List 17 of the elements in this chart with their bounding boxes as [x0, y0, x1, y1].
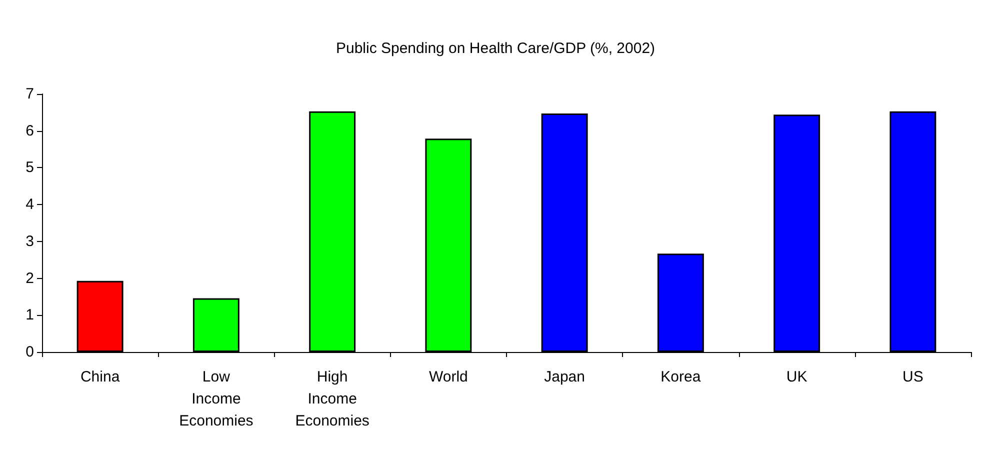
x-tick-label: World [428, 368, 468, 386]
x-tick-label: UK [786, 368, 808, 386]
y-tick-label: 1 [26, 306, 34, 324]
x-tick-label: Japan [544, 368, 585, 386]
y-tick-label: 0 [26, 344, 34, 360]
x-tick-label: China [80, 368, 120, 386]
y-tick-label: 4 [26, 196, 34, 214]
x-tick-label: Korea [660, 368, 702, 386]
y-tick-label: 3 [26, 232, 34, 250]
y-tick-label: 2 [26, 270, 34, 287]
x-tick-label: US [902, 368, 924, 386]
chart-title: Public Spending on Health Care/GDP (%, 2002) [336, 40, 656, 57]
y-tick-label: 6 [26, 122, 34, 140]
x-tick-label: High Income Economies [295, 368, 370, 430]
y-tick-label: 7 [26, 86, 34, 102]
y-tick-label: 5 [26, 159, 34, 176]
x-tick-label: Low Income Economies [179, 368, 254, 430]
